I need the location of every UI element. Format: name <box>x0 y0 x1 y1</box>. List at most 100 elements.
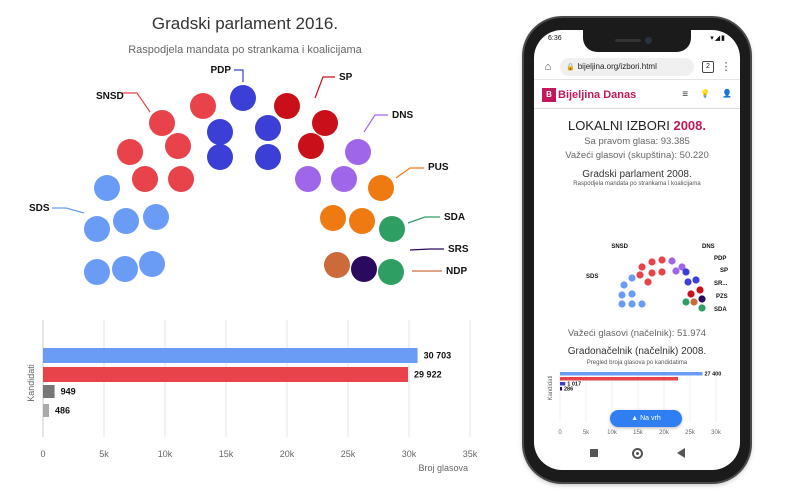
seat-dns-21 <box>345 139 371 165</box>
mayor-chart-title: Gradonačelnik (načelnik) 2008. <box>567 346 707 357</box>
phone-screen: 6:36 ▾◢▮ ⌂ 🔒 bijeljina.org/izbori.html 2… <box>534 30 740 470</box>
seat-label-sds: SDS <box>29 203 50 214</box>
mini-seat-1 <box>628 300 636 308</box>
mini-bar-label-4: 286 <box>564 387 573 393</box>
x-tick-label: 15k <box>219 449 234 459</box>
status-icons: ▾◢▮ <box>710 35 726 42</box>
valid-votes-mayor: Važeći glasovi (načelnik): 51.974 <box>567 328 707 339</box>
back-icon[interactable] <box>676 448 685 458</box>
mini-seat-23 <box>690 298 698 306</box>
mini-seat-19 <box>692 276 700 284</box>
seat-snsd-12 <box>190 93 216 119</box>
mini-seat-12 <box>658 268 666 276</box>
page-title-year: 2008. <box>673 118 707 133</box>
mini-x-tick-label: 20k <box>659 430 670 436</box>
x-tick-label: 25k <box>341 449 356 459</box>
seat-label-pus: PUS <box>428 162 449 173</box>
mini-seat-chart: SNSD DNS PDP SP SR... PZS SDA SDS <box>586 244 728 313</box>
mini-seat-subtitle: Raspodjela mandata po strankama i koalic… <box>573 181 701 187</box>
mini-seat-label-pzs: PZS <box>716 294 728 300</box>
x-tick-label: 20k <box>280 449 295 459</box>
mini-bar-1 <box>560 372 703 376</box>
x-tick-label: 30k <box>402 449 417 459</box>
seat-snsd-10 <box>165 133 191 159</box>
mini-seat-25 <box>682 298 690 306</box>
site-logo[interactable]: B Bijeljina Danas <box>542 87 637 102</box>
seat-pdp-15 <box>207 119 233 145</box>
y-axis-title: Kandidati <box>26 364 36 402</box>
status-bar: 6:36 ▾◢▮ <box>534 30 740 50</box>
seat-label-srs: SRS <box>448 244 469 255</box>
mini-seat-label-snsd: SNSD <box>611 244 628 250</box>
candidate-votes-chart: 0 5k 10k 15k 20k 25k 30k 35k 30 703 29 922 949 486… <box>26 320 478 473</box>
candidate-bar-2 <box>43 367 409 382</box>
seat-sds-5 <box>143 204 169 230</box>
phone-notch <box>583 30 691 52</box>
seat-chart-subtitle: Raspodjela mandata po strankama i koalic… <box>128 44 362 56</box>
user-icon[interactable]: 👤 <box>722 89 732 98</box>
browser-address-bar: ⌂ 🔒 bijeljina.org/izbori.html 2 ⋮ <box>534 54 740 80</box>
logo-mark: B <box>542 87 556 102</box>
android-nav-bar <box>534 436 740 470</box>
connector-pus <box>395 167 424 179</box>
candidate-bar-label-3: 949 <box>61 387 76 397</box>
mini-x-tick-label: 10k <box>607 430 618 436</box>
page-content: LOKALNI IZBORI 2008. Sa pravom glasa: 93… <box>534 110 740 436</box>
mini-x-tick-label: 30k <box>711 430 722 436</box>
seat-ndp-29 <box>324 252 350 278</box>
connector-pdp <box>234 69 244 82</box>
tab-count-button[interactable]: 2 <box>702 60 714 73</box>
logo-text: Bijeljina Danas <box>558 88 637 101</box>
seat-sds-6 <box>94 175 120 201</box>
status-time: 6:36 <box>548 35 562 42</box>
home-icon[interactable]: ⌂ <box>544 60 552 73</box>
mini-seat-21 <box>687 290 695 298</box>
menu-icon[interactable]: ≡ <box>682 89 689 100</box>
candidate-bar-label-2: 29 922 <box>414 370 442 380</box>
recent-apps-icon[interactable] <box>589 449 598 457</box>
x-tick-label: 10k <box>158 449 173 459</box>
eligible-voters: Sa pravom glasa: 93.385 <box>584 136 690 147</box>
more-options-icon[interactable]: ⋮ <box>720 61 732 73</box>
mini-bar-2 <box>560 377 679 381</box>
mini-x-tick-label: 0 <box>558 430 562 436</box>
seat-label-pdp: PDP <box>210 65 231 76</box>
seat-label-snsd: SNSD <box>96 91 124 102</box>
seat-snsd-11 <box>149 110 175 136</box>
mini-seat-9 <box>638 263 646 271</box>
mini-seat-24 <box>698 304 706 312</box>
seat-pus-25 <box>320 205 346 231</box>
mini-seat-5 <box>620 281 628 289</box>
mini-bar-label-1: 27 400 <box>704 372 721 378</box>
connector-dns <box>363 114 388 133</box>
mini-y-axis-title: Kandidati <box>548 375 554 400</box>
seat-sp-19 <box>312 110 338 136</box>
seat-dns-23 <box>331 166 357 192</box>
candidate-bar-label-4: 486 <box>55 406 70 416</box>
seat-pdp-13 <box>230 85 256 111</box>
mini-seat-0 <box>618 300 626 308</box>
back-to-top-button[interactable]: ▲ Na vrh <box>610 410 682 427</box>
mini-x-tick-label: 25k <box>685 430 696 436</box>
mini-seat-13 <box>648 269 656 277</box>
url-field[interactable]: 🔒 bijeljina.org/izbori.html <box>560 57 694 76</box>
seat-snsd-7 <box>132 166 158 192</box>
candidate-bar-label-1: 30 703 <box>424 351 452 361</box>
connector-sp <box>314 76 335 99</box>
seat-dns-22 <box>295 166 321 192</box>
lightbulb-icon[interactable]: 💡 <box>700 89 711 98</box>
seat-pdp-17 <box>255 144 281 170</box>
seat-sda-27 <box>379 216 405 242</box>
mini-seat-label-sds: SDS <box>586 274 598 280</box>
mini-seat-18 <box>684 278 692 286</box>
home-button-icon[interactable] <box>631 447 643 459</box>
seat-sds-0 <box>84 259 110 285</box>
mini-seat-8 <box>644 278 652 286</box>
seat-label-sda: SDA <box>444 212 465 223</box>
seat-sp-18 <box>274 93 300 119</box>
mini-seat-6 <box>628 274 636 282</box>
seat-chart-title: Gradski parlament 2016. <box>152 14 338 33</box>
mini-seat-11 <box>658 256 666 264</box>
page-title-prefix: LOKALNI IZBORI <box>567 118 670 133</box>
